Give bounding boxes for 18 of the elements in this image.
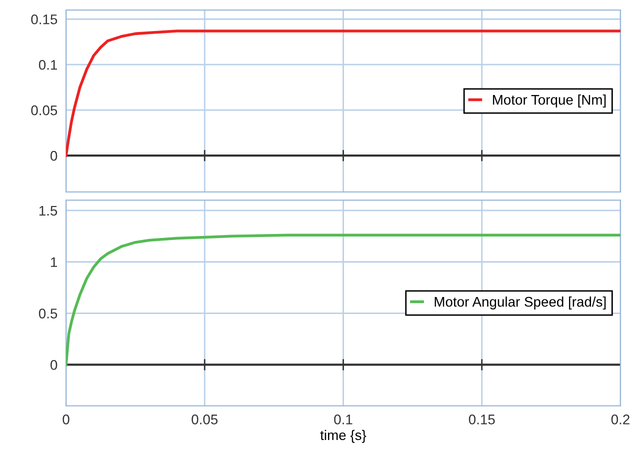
legend-label: Motor Angular Speed [rad/s] [434, 296, 606, 310]
x-axis-title: time {s} [320, 430, 366, 443]
legend-label: Motor Torque [Nm] [492, 94, 606, 108]
line-series [66, 30, 620, 157]
y-tick-label: 1.5 [39, 206, 58, 216]
x-tick-label: 0.2 [611, 414, 630, 424]
line-series [66, 234, 620, 366]
y-tick-label: 0 [50, 150, 58, 161]
y-tick-label: 0.1 [38, 60, 58, 70]
y-tick-label: 0.5 [38, 308, 58, 318]
x-tick-label: 0 [62, 414, 70, 424]
x-tick-label: 0.15 [468, 414, 495, 424]
y-tick-label: 0 [50, 360, 58, 370]
y-tick-label: 0.05 [31, 105, 58, 116]
y-tick-label: 0.15 [31, 14, 58, 24]
x-tick-label: 0.05 [192, 414, 218, 424]
y-tick-label: 1 [51, 257, 58, 267]
x-tick-label: 0.1 [334, 414, 352, 424]
